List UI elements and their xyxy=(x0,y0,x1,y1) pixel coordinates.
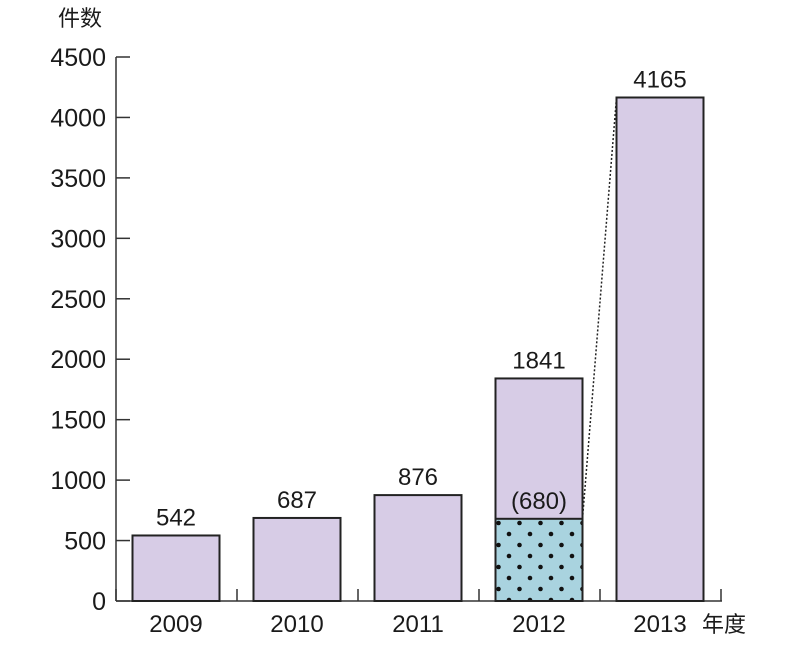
x-tick-label: 2011 xyxy=(392,611,444,638)
x-tick-label: 2009 xyxy=(149,611,202,638)
data-label-2011: 876 xyxy=(398,464,438,491)
data-label-2012: 1841 xyxy=(512,347,565,374)
data-label-2013: 4165 xyxy=(633,66,686,93)
y-tick-label: 2000 xyxy=(50,346,106,374)
data-label-2010: 687 xyxy=(277,487,317,514)
bar-2011 xyxy=(373,494,463,602)
data-label-2009: 542 xyxy=(156,504,196,531)
y-tick-label: 4500 xyxy=(50,44,106,72)
y-tick-label: 3000 xyxy=(50,225,106,253)
y-tick-label: 500 xyxy=(64,528,106,556)
x-tick-label: 2012 xyxy=(512,611,565,638)
x-axis-label: 年度 xyxy=(702,612,746,637)
x-tick-label: 2013 xyxy=(633,611,686,638)
y-tick-label: 1000 xyxy=(50,467,106,495)
y-tick-label: 0 xyxy=(92,588,106,616)
growth-connector-line xyxy=(581,97,618,519)
y-tick-label: 3500 xyxy=(50,165,106,193)
y-tick-label: 2500 xyxy=(50,286,106,314)
y-tick-label: 1500 xyxy=(50,407,106,435)
y-tick-label: 4000 xyxy=(50,104,106,132)
bar-2009 xyxy=(131,534,221,602)
highlight-value-label: (680) xyxy=(511,488,567,515)
bar-2013 xyxy=(615,96,705,603)
x-tick-label: 2010 xyxy=(270,611,323,638)
bar-highlight-segment xyxy=(494,517,584,602)
y-axis-label: 件数 xyxy=(58,6,102,31)
bar-2010 xyxy=(252,516,342,603)
